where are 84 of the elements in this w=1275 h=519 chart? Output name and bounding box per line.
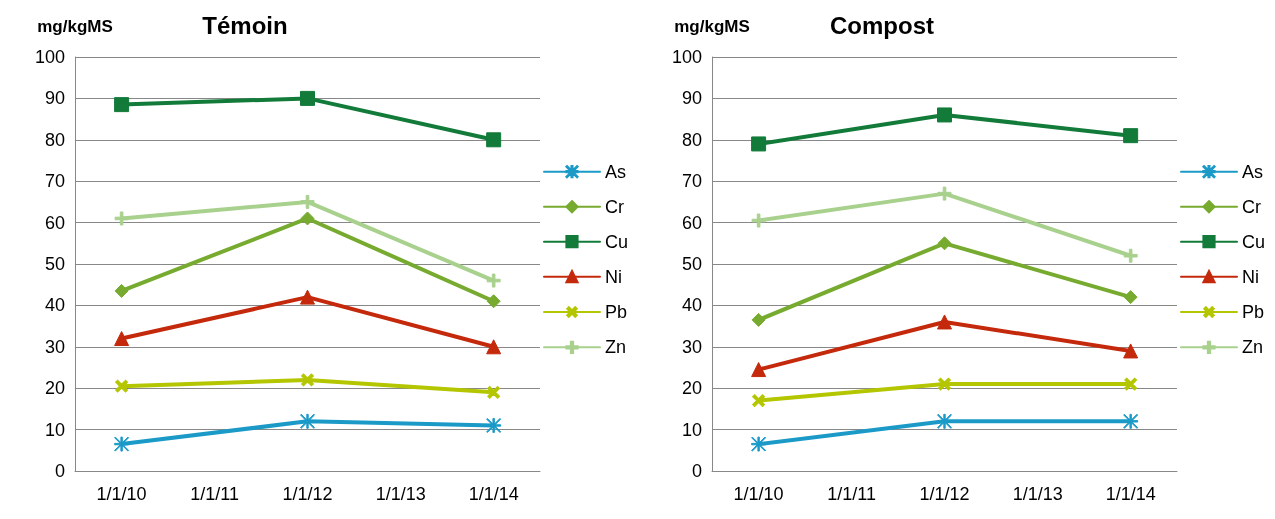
point <box>301 373 314 387</box>
point <box>300 413 315 429</box>
x-tick-label: 1/1/13 <box>375 484 426 504</box>
point <box>1123 290 1138 305</box>
point <box>486 339 502 355</box>
point <box>938 377 951 391</box>
y-tick-label: 30 <box>44 336 65 357</box>
y-tick-label: 0 <box>54 461 65 481</box>
x-tick-label: 1/1/10 <box>96 484 147 504</box>
y-tick-label: 10 <box>44 419 65 440</box>
point <box>937 236 952 251</box>
y-tick-label: 50 <box>681 254 702 274</box>
y-tick-label: 50 <box>44 254 65 274</box>
point <box>300 211 315 226</box>
y-tick-label: 20 <box>681 378 702 399</box>
y-tick-label: 60 <box>44 212 65 233</box>
point <box>937 314 952 330</box>
x-tick-label: 1/1/13 <box>1012 484 1063 504</box>
point <box>1123 128 1139 144</box>
y-tick-label: 20 <box>44 378 65 399</box>
y-tick-label: 90 <box>44 88 65 109</box>
x-tick-label: 1/1/10 <box>733 484 784 504</box>
y-tick-label: 40 <box>44 295 65 316</box>
legend-label: Pb <box>1241 302 1265 322</box>
point <box>751 436 767 452</box>
chart-title: Compost <box>830 11 934 39</box>
legend-label: Ni <box>1241 266 1259 287</box>
point <box>114 283 129 298</box>
point <box>1123 413 1139 429</box>
y-tick-label: 0 <box>691 461 702 481</box>
y-axis-title: mg/kgMS <box>674 17 750 36</box>
x-tick-label: 1/1/14 <box>468 484 519 504</box>
legend-label: Cr <box>1241 196 1261 217</box>
point <box>1124 377 1138 391</box>
y-tick-label: 100 <box>671 47 702 67</box>
point <box>486 294 501 309</box>
y-tick-label: 100 <box>34 47 65 67</box>
point <box>487 385 501 399</box>
point <box>486 417 502 433</box>
point <box>300 90 315 106</box>
y-tick-label: 30 <box>681 336 702 357</box>
x-tick-label: 1/1/11 <box>827 484 876 504</box>
point <box>486 273 501 288</box>
point <box>300 289 315 305</box>
legend-label: Cu <box>604 231 629 252</box>
y-tick-label: 70 <box>44 171 65 192</box>
point <box>114 436 130 452</box>
point <box>751 312 766 327</box>
point <box>751 136 767 152</box>
point <box>937 186 952 201</box>
point <box>114 97 130 113</box>
y-tick-label: 90 <box>681 88 702 109</box>
y-axis-title: mg/kgMS <box>37 17 113 36</box>
x-tick-label: 1/1/12 <box>282 484 333 504</box>
point <box>486 132 502 148</box>
point <box>751 213 766 228</box>
y-tick-label: 60 <box>681 212 702 233</box>
point <box>114 331 130 347</box>
x-tick-label: 1/1/12 <box>919 484 970 504</box>
x-tick-label: 1/1/14 <box>1105 484 1156 504</box>
point <box>1123 343 1139 359</box>
point <box>300 194 315 209</box>
point <box>937 107 952 123</box>
chart-title: Témoin <box>202 11 288 39</box>
point <box>114 211 129 226</box>
legend-label: Cu <box>1241 231 1266 252</box>
point <box>1123 248 1138 263</box>
legend-label: Ni <box>604 266 622 287</box>
y-tick-label: 70 <box>681 171 702 192</box>
y-tick-label: 80 <box>681 129 702 150</box>
legend-label: Zn <box>1241 337 1264 358</box>
x-tick-label: 1/1/11 <box>190 484 239 504</box>
y-tick-label: 10 <box>681 419 702 440</box>
legend-label: Cr <box>604 196 624 217</box>
point <box>751 362 767 378</box>
legend-label: Zn <box>604 337 627 358</box>
legend-label: As <box>1241 161 1264 182</box>
legend-label: As <box>604 161 627 182</box>
point <box>752 394 766 408</box>
point <box>937 413 952 429</box>
point <box>115 379 129 393</box>
legend-label: Pb <box>604 302 628 322</box>
y-tick-label: 40 <box>681 295 702 316</box>
y-tick-label: 80 <box>44 129 65 150</box>
